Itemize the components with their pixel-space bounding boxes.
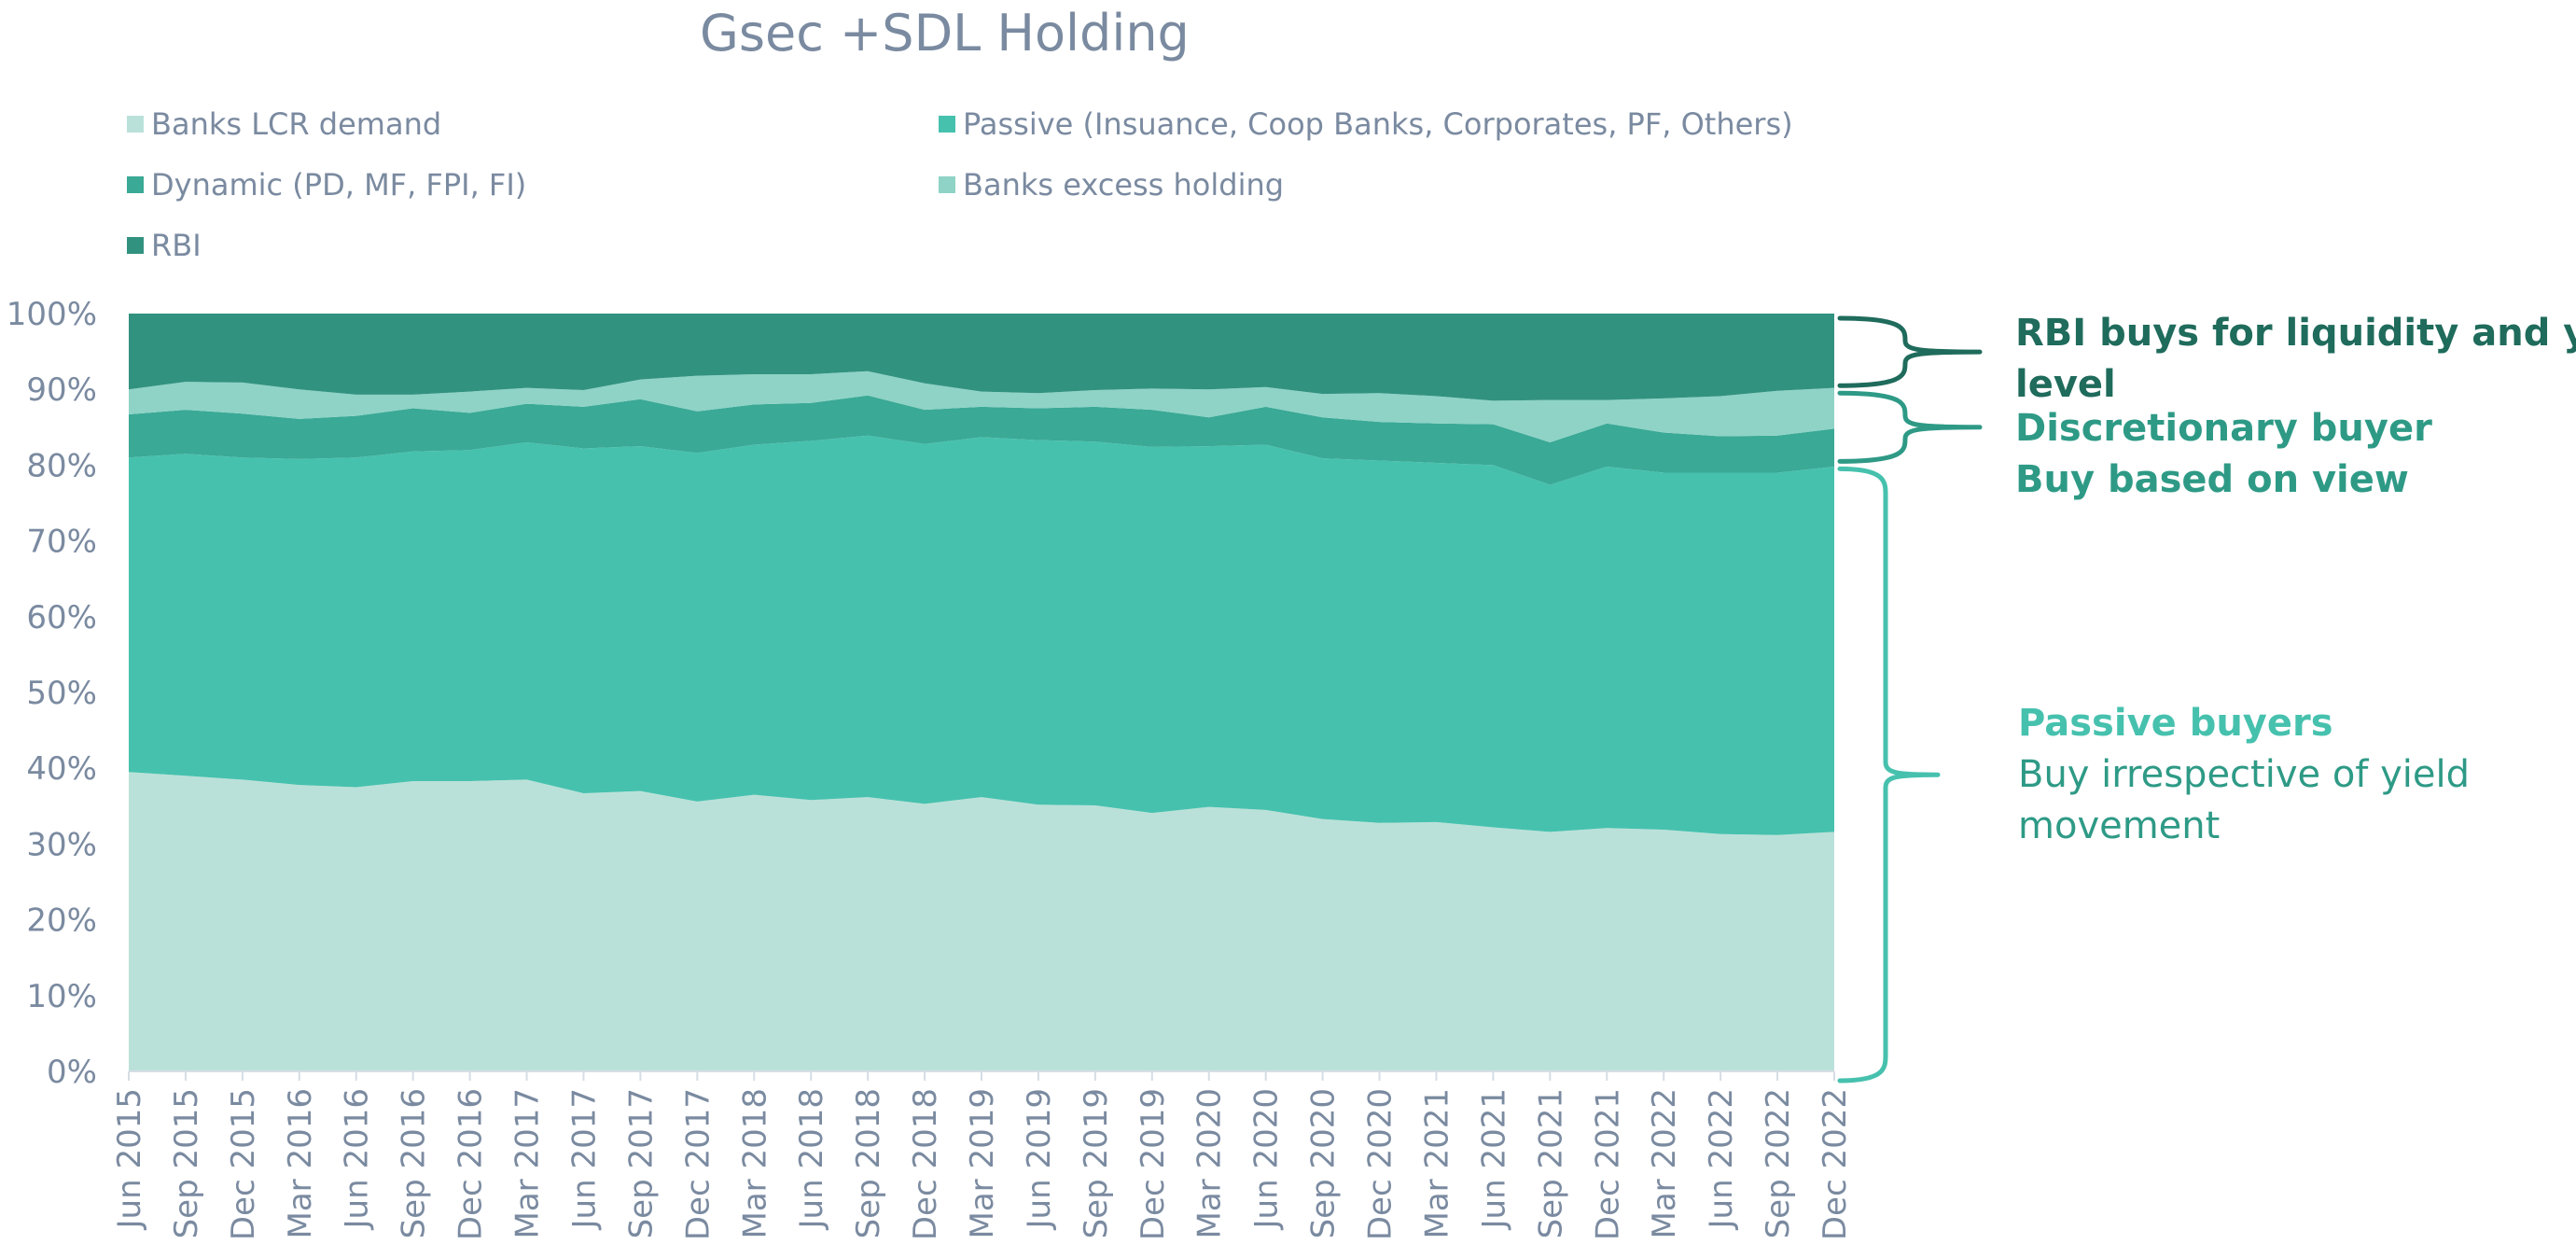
legend-swatch-banks-lcr (127, 116, 144, 133)
annotation-passive-line-3: movement (2018, 804, 2221, 847)
legend-label-passive: Passive (Insuance, Coop Banks, Corporate… (963, 106, 1793, 142)
legend-item-banks-lcr: Banks LCR demand (127, 106, 441, 142)
area-series-3 (129, 370, 1834, 442)
annotation-rbi-line-1: RBI buys for liquidity and yield (2015, 312, 2576, 355)
y-tick-label: 10% (26, 978, 97, 1015)
annotation-rbi-line-2: level (2015, 363, 2116, 406)
x-tick-label: Dec 2016 (453, 1088, 490, 1240)
x-tick-label: Dec 2020 (1362, 1088, 1399, 1240)
annotation-passive-line-2: Buy irrespective of yield (2018, 753, 2471, 796)
area-series-2 (129, 395, 1834, 485)
legend-swatch-banks-excess (939, 176, 955, 193)
x-tick-label: Jun 2020 (1248, 1088, 1286, 1230)
legend-item-dynamic: Dynamic (PD, MF, FPI, FI) (127, 167, 526, 203)
y-tick-label: 20% (26, 902, 97, 940)
x-tick-label: Jun 2017 (566, 1088, 604, 1230)
x-tick-label: Sep 2017 (622, 1088, 660, 1238)
x-tick-label: Sep 2020 (1305, 1088, 1343, 1238)
x-tick-label: Jun 2018 (793, 1088, 830, 1230)
x-tick-label: Dec 2021 (1589, 1088, 1626, 1240)
annotation-passive-line-1: Passive buyers (2018, 702, 2333, 745)
legend-label-dynamic: Dynamic (PD, MF, FPI, FI) (151, 167, 527, 203)
x-tick-label: Mar 2020 (1191, 1088, 1229, 1238)
annotation-brace-2 (1837, 466, 1941, 1083)
annotation-discretionary-line-1: Discretionary buyer (2015, 407, 2432, 450)
x-tick-label: Dec 2022 (1817, 1088, 1854, 1240)
x-tick-label: Mar 2021 (1419, 1088, 1456, 1238)
x-tick-label: Sep 2018 (850, 1088, 887, 1238)
annotation-brace-0 (1837, 315, 1983, 388)
legend-swatch-passive (939, 116, 955, 133)
x-tick-label: Dec 2019 (1135, 1088, 1172, 1240)
legend-label-banks-excess: Banks excess holding (963, 167, 1285, 203)
y-tick-label: 90% (26, 371, 97, 409)
area-series-4 (129, 314, 1834, 401)
x-tick-label: Mar 2016 (282, 1088, 319, 1238)
legend-label-banks-lcr: Banks LCR demand (151, 106, 442, 142)
y-tick-label: 100% (7, 296, 97, 333)
x-tick-label: Mar 2022 (1646, 1088, 1683, 1238)
x-tick-label: Jun 2022 (1703, 1088, 1740, 1230)
x-tick-label: Sep 2022 (1760, 1088, 1797, 1238)
chart-title: Gsec +SDL Holding (700, 4, 1190, 63)
x-tick-label: Mar 2017 (509, 1088, 547, 1238)
y-tick-label: 40% (26, 750, 97, 788)
area-series-0 (129, 772, 1834, 1071)
area-series-1 (129, 435, 1834, 835)
x-tick-label: Jun 2015 (111, 1088, 148, 1230)
legend-swatch-dynamic (127, 176, 144, 193)
x-tick-label: Sep 2021 (1532, 1088, 1569, 1238)
x-tick-label: Sep 2019 (1078, 1088, 1115, 1238)
x-tick-label: Sep 2016 (396, 1088, 433, 1238)
x-tick-label: Sep 2015 (168, 1088, 205, 1238)
x-tick-label: Mar 2019 (964, 1088, 1001, 1238)
legend-swatch-rbi (127, 237, 144, 254)
annotation-brace-1 (1837, 390, 1983, 464)
y-tick-label: 60% (26, 599, 97, 636)
y-tick-label: 0% (47, 1054, 97, 1091)
x-tick-label: Jun 2016 (339, 1088, 376, 1230)
annotation-discretionary-line-2: Buy based on view (2015, 458, 2409, 501)
y-tick-label: 30% (26, 826, 97, 863)
y-tick-label: 50% (26, 675, 97, 712)
x-tick-label: Dec 2018 (907, 1088, 944, 1240)
y-tick-label: 70% (26, 524, 97, 561)
legend-label-rbi: RBI (151, 228, 202, 263)
x-tick-label: Jun 2019 (1021, 1088, 1058, 1230)
legend-item-passive: Passive (Insuance, Coop Banks, Corporate… (939, 106, 1793, 142)
legend-item-banks-excess: Banks excess holding (939, 167, 1284, 203)
x-tick-label: Jun 2021 (1475, 1088, 1512, 1230)
x-tick-label: Dec 2017 (679, 1088, 717, 1240)
y-tick-label: 80% (26, 447, 97, 484)
legend-item-rbi: RBI (127, 228, 202, 263)
x-tick-label: Dec 2015 (225, 1088, 262, 1240)
x-tick-label: Mar 2018 (736, 1088, 773, 1238)
